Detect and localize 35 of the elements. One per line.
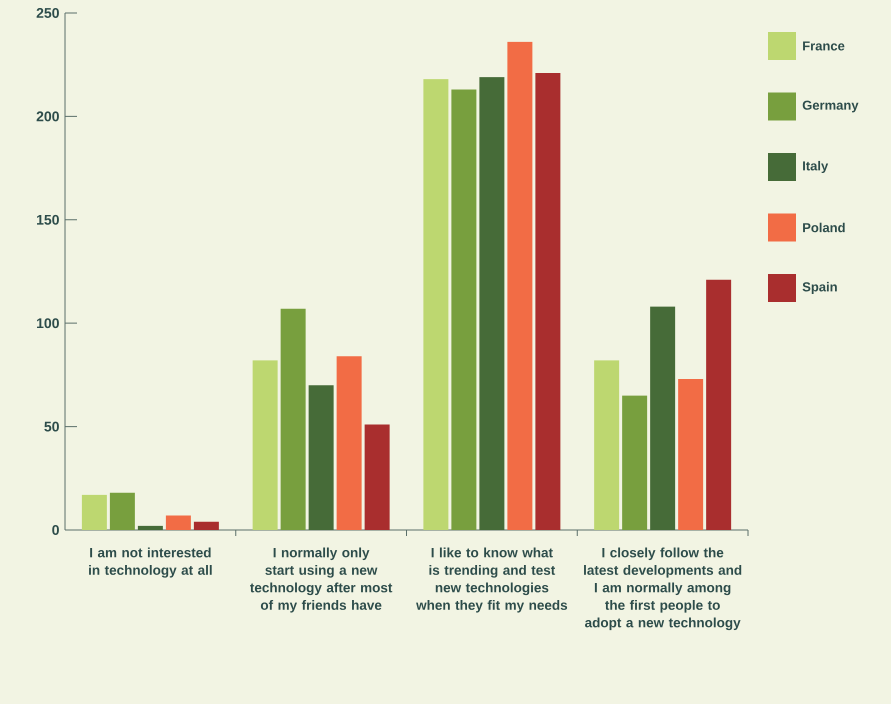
x-tick-label: I closely follow the latest developments and I am normally among the first people to adopt a new technology [584, 548, 742, 630]
bar [479, 77, 504, 530]
legend-label: France [803, 41, 844, 51]
bar [594, 360, 620, 530]
legend-label: Spain [802, 282, 837, 294]
bar [166, 516, 191, 530]
bar [423, 79, 448, 530]
x-tick-label: I normally only start using a new technology after most of my friends have [250, 548, 392, 613]
bar [364, 424, 390, 530]
legend-label: Italy [803, 160, 828, 174]
bar [336, 356, 362, 530]
y-tick-label: 50 [44, 422, 59, 432]
bar [622, 396, 648, 530]
bar [194, 522, 219, 530]
bar [451, 90, 476, 530]
x-tick-label: I am not interested in technology at all [89, 548, 212, 578]
legend-label: Germany [802, 100, 858, 112]
bar [706, 280, 732, 530]
bar [110, 492, 135, 530]
bar [308, 385, 334, 530]
y-tick-label: 250 [36, 8, 59, 18]
legend-label: Poland [803, 222, 845, 232]
bar [280, 308, 306, 530]
y-tick-label: 200 [36, 111, 59, 122]
y-tick-label: 0 [52, 525, 59, 535]
x-tick-label: I like to know what is trending and test new technologies when they fit my needs [416, 548, 568, 613]
bar [650, 306, 676, 530]
bar [535, 72, 560, 530]
bar [678, 379, 704, 530]
y-tick-label: 150 [37, 214, 59, 225]
bar [252, 360, 278, 530]
bar [82, 494, 107, 530]
y-tick-label: 100 [37, 318, 59, 328]
bar [138, 526, 163, 530]
bar [507, 42, 532, 530]
